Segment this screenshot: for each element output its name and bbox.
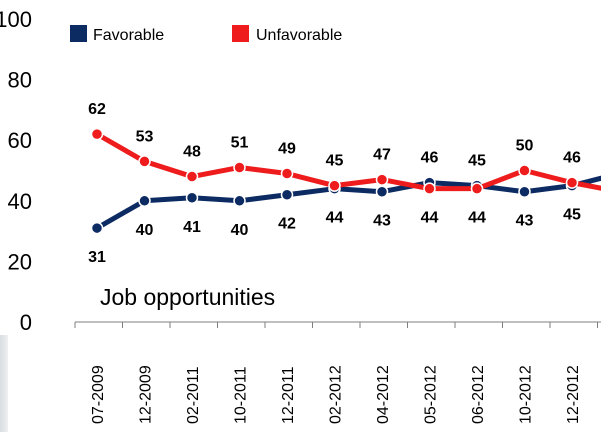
- chart-title: Job opportunities: [100, 284, 275, 310]
- data-label: 47: [373, 147, 391, 164]
- data-point-unfavorable: [423, 182, 436, 195]
- data-point-unfavorable: [375, 173, 389, 186]
- data-label: 62: [88, 101, 106, 118]
- data-label: 44: [468, 210, 486, 227]
- x-tick-label: 06-2012: [470, 365, 487, 424]
- x-tick-label: 02-2012: [328, 365, 345, 424]
- y-tick-label: 0: [20, 310, 32, 335]
- y-tick-label: 60: [8, 128, 32, 153]
- data-label: 50: [516, 138, 534, 155]
- data-label: 49: [278, 141, 296, 158]
- data-label: 45: [563, 207, 581, 224]
- data-point-favorable: [375, 185, 389, 198]
- legend-swatch-unfavorable: [232, 25, 249, 42]
- legend: Favorable Unfavorable: [70, 25, 342, 44]
- x-tick-label: 05-2012: [423, 365, 440, 424]
- x-tick-label: 02-2011: [185, 366, 202, 424]
- y-tick-label: 20: [8, 249, 32, 274]
- data-point-unfavorable: [233, 161, 246, 174]
- data-point-unfavorable: [280, 167, 294, 180]
- legend-label-unfavorable: Unfavorable: [256, 27, 342, 44]
- data-label: 45: [468, 153, 486, 170]
- data-label: 43: [373, 213, 391, 230]
- axes: 0 20 40 60 80 100 07-2009 12-2009 02-2011 10-2011…: [0, 7, 601, 424]
- y-tick-label: 80: [8, 68, 32, 93]
- data-label: 46: [563, 150, 581, 167]
- data-point-favorable: [90, 221, 104, 235]
- data-label: 41: [183, 219, 201, 236]
- series-line-unfavorable: [94, 131, 601, 192]
- data-point-unfavorable: [90, 127, 104, 141]
- data-label: 51: [231, 134, 249, 151]
- background-panel-edge: [0, 335, 8, 432]
- data-point-unfavorable: [328, 179, 341, 192]
- data-label: 44: [421, 210, 439, 227]
- y-tick-label: 40: [8, 189, 32, 214]
- data-point-favorable: [138, 194, 151, 208]
- x-tick-label: 12-2009: [138, 365, 155, 424]
- legend-label-favorable: Favorable: [93, 27, 164, 44]
- data-label: 44: [326, 210, 344, 227]
- x-tick-label: 12-2012: [565, 365, 582, 424]
- data-label: 45: [326, 153, 344, 170]
- data-label: 40: [231, 222, 249, 239]
- data-point-unfavorable: [565, 176, 579, 189]
- series-layer: [90, 127, 601, 235]
- data-label: 46: [421, 150, 439, 167]
- data-label: 43: [516, 213, 534, 230]
- data-point-favorable: [280, 188, 294, 201]
- x-tick-label: 10-2012: [518, 365, 535, 424]
- x-tick-label: 10-2011: [233, 366, 250, 424]
- data-label: 42: [278, 216, 296, 233]
- data-point-favorable: [185, 191, 199, 205]
- data-label: 31: [88, 249, 106, 266]
- data-point-favorable: [518, 185, 531, 198]
- data-point-unfavorable: [470, 182, 484, 195]
- data-labels: 62 31 53 40 48 41 51 40 49 42 45 44 47 43 46 44 45 44 50 43…: [88, 101, 581, 266]
- legend-swatch-favorable: [70, 25, 87, 42]
- x-tick-label: 07-2009: [90, 365, 107, 424]
- data-label: 40: [136, 222, 154, 239]
- x-tick-label: 04-2012: [375, 365, 392, 424]
- data-point-unfavorable: [518, 164, 531, 177]
- series-line-favorable: [94, 175, 601, 231]
- x-tick-label: 12-2011: [280, 366, 297, 424]
- data-label: 53: [136, 128, 154, 145]
- y-tick-label: 100: [0, 7, 32, 32]
- data-label: 48: [183, 144, 201, 161]
- data-point-unfavorable: [185, 170, 199, 183]
- data-point-favorable: [233, 194, 246, 208]
- data-point-unfavorable: [138, 155, 151, 168]
